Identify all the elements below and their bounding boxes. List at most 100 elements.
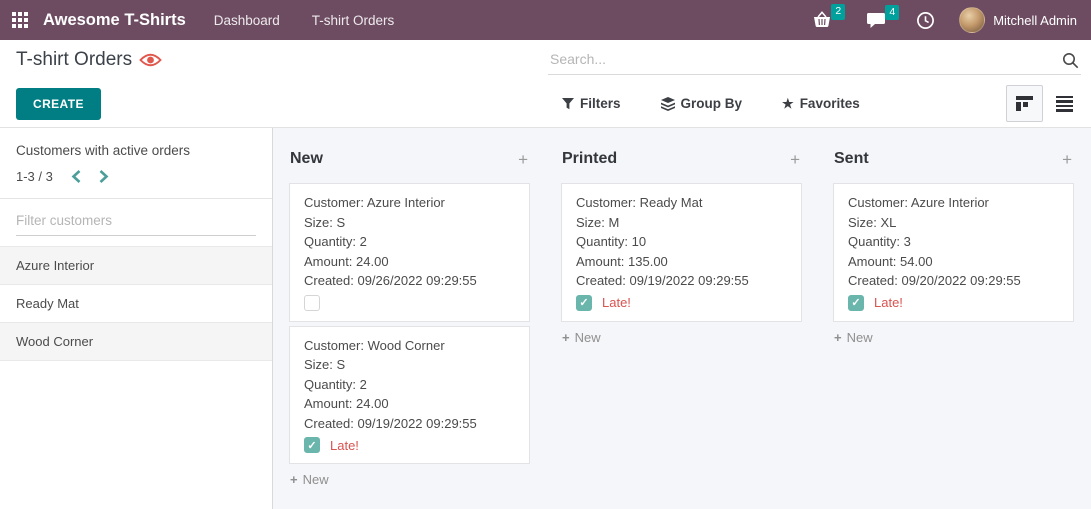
card-status-row: Late! (304, 436, 515, 454)
add-card-label: New (302, 472, 329, 487)
column-header: Printed (561, 142, 802, 168)
pager-previous-button[interactable] (71, 169, 82, 184)
card-amount: Amount: 54.00 (848, 253, 933, 269)
card-created: Created: 09/19/2022 09:29:55 (576, 273, 749, 288)
nav-menu-dashboard[interactable]: Dashboard (213, 12, 280, 28)
card-size: Size: M (576, 214, 620, 230)
apps-grid-icon[interactable] (12, 12, 28, 28)
activities-systray-button[interactable] (916, 11, 935, 30)
eye-icon[interactable] (139, 52, 162, 68)
list-view-icon (1056, 95, 1073, 112)
card-quantity: Quantity: 2 (304, 376, 367, 392)
quick-add-icon[interactable] (1062, 151, 1072, 168)
card-quantity: Quantity: 10 (576, 234, 647, 249)
quick-add-icon[interactable] (790, 151, 800, 168)
search-box (548, 45, 1081, 75)
breadcrumb: T-shirt Orders (16, 49, 162, 71)
card-status-row (304, 294, 515, 312)
card-quantity: Quantity: 2 (304, 234, 367, 249)
search-input[interactable] (548, 45, 1081, 75)
late-checkbox[interactable] (304, 437, 320, 453)
cart-systray-button[interactable]: 2 (812, 4, 846, 29)
customer-name: Ready Mat (16, 296, 79, 311)
list-view-button[interactable] (1056, 95, 1073, 112)
group-by-button[interactable]: Group By (660, 96, 742, 111)
control-panel-top-row: T-shirt Orders (0, 40, 1091, 80)
late-label: Late! (874, 295, 903, 310)
late-label: Late! (330, 437, 359, 453)
control-panel-bottom-row: CREATE Filters Group By (0, 80, 1091, 127)
customer-row-ready-mat[interactable]: Ready Mat (0, 285, 272, 323)
kanban-column-new: New Customer: Azure Interior Size: S Qua… (289, 142, 530, 509)
column-title[interactable]: New (290, 150, 323, 167)
sidebar-heading: Customers with active orders (16, 143, 191, 158)
add-card-label: New (846, 329, 873, 345)
plus-icon (290, 472, 298, 487)
card-size: Size: S (304, 357, 346, 372)
column-title[interactable]: Printed (562, 150, 618, 167)
column-header: New (289, 142, 530, 168)
chat-bubble-icon (867, 12, 886, 28)
navbar-systray: 2 4 Mitchell Admin (786, 4, 1077, 33)
plus-icon (834, 330, 842, 345)
clock-icon (917, 11, 935, 29)
customer-name: Azure Interior (16, 258, 95, 273)
kanban-view-button[interactable] (1006, 85, 1043, 122)
messages-systray-button[interactable]: 4 (866, 4, 900, 29)
customer-list: Azure Interior Ready Mat Wood Corner (0, 246, 272, 361)
add-card-button[interactable]: New (833, 330, 1074, 345)
add-card-label: New (574, 329, 601, 345)
customer-name: Wood Corner (16, 334, 94, 349)
card-amount: Amount: 24.00 (304, 396, 389, 411)
late-checkbox[interactable] (304, 294, 320, 311)
top-navbar: Awesome T-Shirts Dashboard T-shirt Order… (0, 0, 1091, 40)
customer-sidebar: Customers with active orders 1-3 / 3 Azu… (0, 128, 273, 509)
kanban-card[interactable]: Customer: Wood Corner Size: S Quantity: … (289, 325, 530, 464)
kanban-card[interactable]: Customer: Ready Mat Size: M Quantity: 10… (561, 183, 802, 322)
favorites-label: Favorites (799, 96, 860, 111)
filters-label: Filters (580, 96, 621, 111)
kanban-card[interactable]: Customer: Azure Interior Size: S Quantit… (289, 183, 530, 322)
card-customer: Customer: Wood Corner (304, 337, 445, 353)
customer-row-azure-interior[interactable]: Azure Interior (0, 247, 272, 285)
view-switcher (1006, 80, 1073, 127)
layers-icon (660, 96, 675, 111)
column-title[interactable]: Sent (834, 150, 869, 167)
card-created: Created: 09/19/2022 09:29:55 (304, 415, 477, 431)
navbar-left: Awesome T-Shirts Dashboard T-shirt Order… (12, 11, 426, 30)
late-checkbox[interactable] (848, 294, 864, 311)
user-name: Mitchell Admin (993, 12, 1077, 28)
add-card-button[interactable]: New (561, 330, 802, 345)
late-checkbox[interactable] (576, 294, 592, 311)
sidebar-header: Customers with active orders 1-3 / 3 (0, 128, 272, 199)
search-icon[interactable] (1062, 52, 1079, 69)
customer-row-wood-corner[interactable]: Wood Corner (0, 323, 272, 361)
card-size: Size: XL (848, 214, 897, 230)
add-card-button[interactable]: New (289, 472, 530, 487)
app-name[interactable]: Awesome T-Shirts (43, 10, 186, 29)
kanban-column-printed: Printed Customer: Ready Mat Size: M Quan… (561, 142, 802, 509)
kanban-board: New Customer: Azure Interior Size: S Qua… (273, 128, 1091, 509)
card-quantity: Quantity: 3 (848, 234, 911, 249)
filters-button[interactable]: Filters (562, 96, 621, 111)
pager-next-button[interactable] (98, 169, 109, 184)
control-panel: T-shirt Orders CREATE (0, 40, 1091, 128)
search-options: Filters Group By Favorites (562, 80, 900, 127)
pager-range: 1-3 / 3 (16, 169, 53, 184)
late-label: Late! (602, 295, 631, 310)
nav-menu-tshirt-orders[interactable]: T-shirt Orders (311, 12, 395, 28)
card-created: Created: 09/26/2022 09:29:55 (304, 273, 477, 288)
card-size: Size: S (304, 214, 346, 230)
quick-add-icon[interactable] (518, 151, 528, 168)
card-status-row: Late! (576, 294, 787, 312)
user-menu[interactable]: Mitchell Admin (959, 7, 1077, 33)
card-customer: Customer: Ready Mat (576, 195, 703, 210)
create-button[interactable]: CREATE (16, 87, 101, 120)
customer-pager: 1-3 / 3 (16, 169, 256, 184)
cart-badge: 2 (831, 4, 846, 20)
kanban-card[interactable]: Customer: Azure Interior Size: XL Quanti… (833, 183, 1074, 322)
basket-icon (814, 11, 831, 27)
customer-filter-input[interactable] (16, 209, 256, 236)
favorites-button[interactable]: Favorites (782, 96, 860, 112)
main-content: Customers with active orders 1-3 / 3 Azu… (0, 128, 1091, 509)
